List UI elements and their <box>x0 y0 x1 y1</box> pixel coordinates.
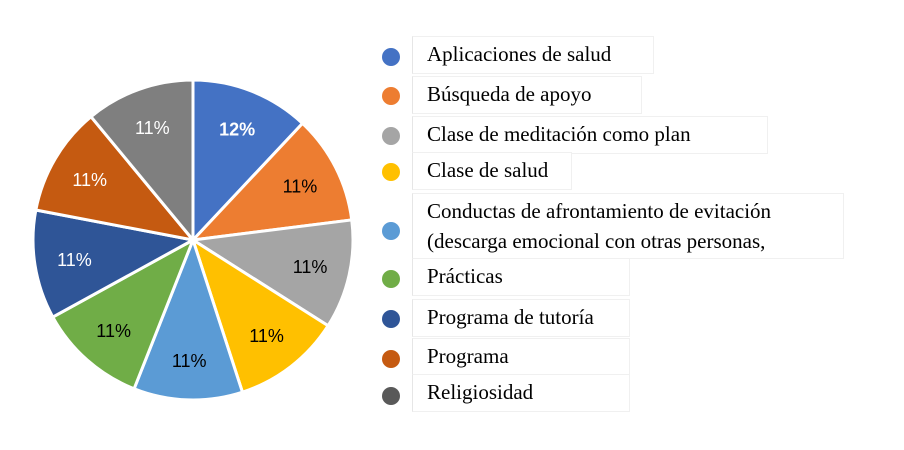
legend-marker <box>382 163 400 181</box>
legend-label-box <box>412 258 630 296</box>
legend-marker <box>382 87 400 105</box>
pie-slice-5 <box>132 235 245 402</box>
pie-slice-7 <box>31 208 198 320</box>
pie-slice-1 <box>191 78 305 244</box>
legend-label-box <box>412 374 630 412</box>
legend-marker <box>382 350 400 368</box>
legend-marker <box>382 387 400 405</box>
slice-label-5: 11% <box>172 351 207 371</box>
legend-label: Clase de meditación como plan <box>427 122 691 146</box>
pie-slice-4 <box>190 236 331 395</box>
legend-marker <box>382 270 400 288</box>
legend-label: Programa de tutoría <box>427 305 594 329</box>
legend-label: Programa <box>427 344 509 368</box>
legend-label-box <box>412 76 642 114</box>
legend-label: Clase de salud <box>427 158 549 182</box>
legend-marker <box>382 222 400 240</box>
pie-slice-6 <box>50 236 196 391</box>
legend-label-box <box>412 36 654 74</box>
legend-label: Prácticas <box>427 264 503 288</box>
slice-label-9: 11% <box>135 118 170 138</box>
legend-label: Conductas de afrontamiento de evitación <box>427 199 772 223</box>
legend-label-box <box>412 193 844 259</box>
legend-label-box <box>412 116 768 154</box>
legend-label-box <box>412 152 572 190</box>
legend-marker <box>382 48 400 66</box>
legend-marker <box>382 127 400 145</box>
legend-label: Búsqueda de apoyo <box>427 82 592 106</box>
legend-label: (descarga emocional con otras personas, <box>427 229 766 253</box>
slice-label-2: 11% <box>283 177 318 197</box>
legend-marker <box>382 310 400 328</box>
slice-label-7: 11% <box>57 250 92 270</box>
legend-label: Aplicaciones de salud <box>427 42 612 66</box>
slice-label-6: 11% <box>96 321 131 341</box>
pie-slice-3 <box>188 218 355 328</box>
slice-label-4: 11% <box>249 326 284 346</box>
pie-slice-9 <box>88 78 195 245</box>
slice-label-1: 12% <box>219 119 255 139</box>
pie-slice-8 <box>34 114 197 243</box>
slice-label-3: 11% <box>293 257 328 277</box>
legend-label-box <box>412 299 630 337</box>
slice-label-8: 11% <box>72 170 107 190</box>
pie-slice-2 <box>189 121 354 243</box>
legend-label: Religiosidad <box>427 380 534 404</box>
